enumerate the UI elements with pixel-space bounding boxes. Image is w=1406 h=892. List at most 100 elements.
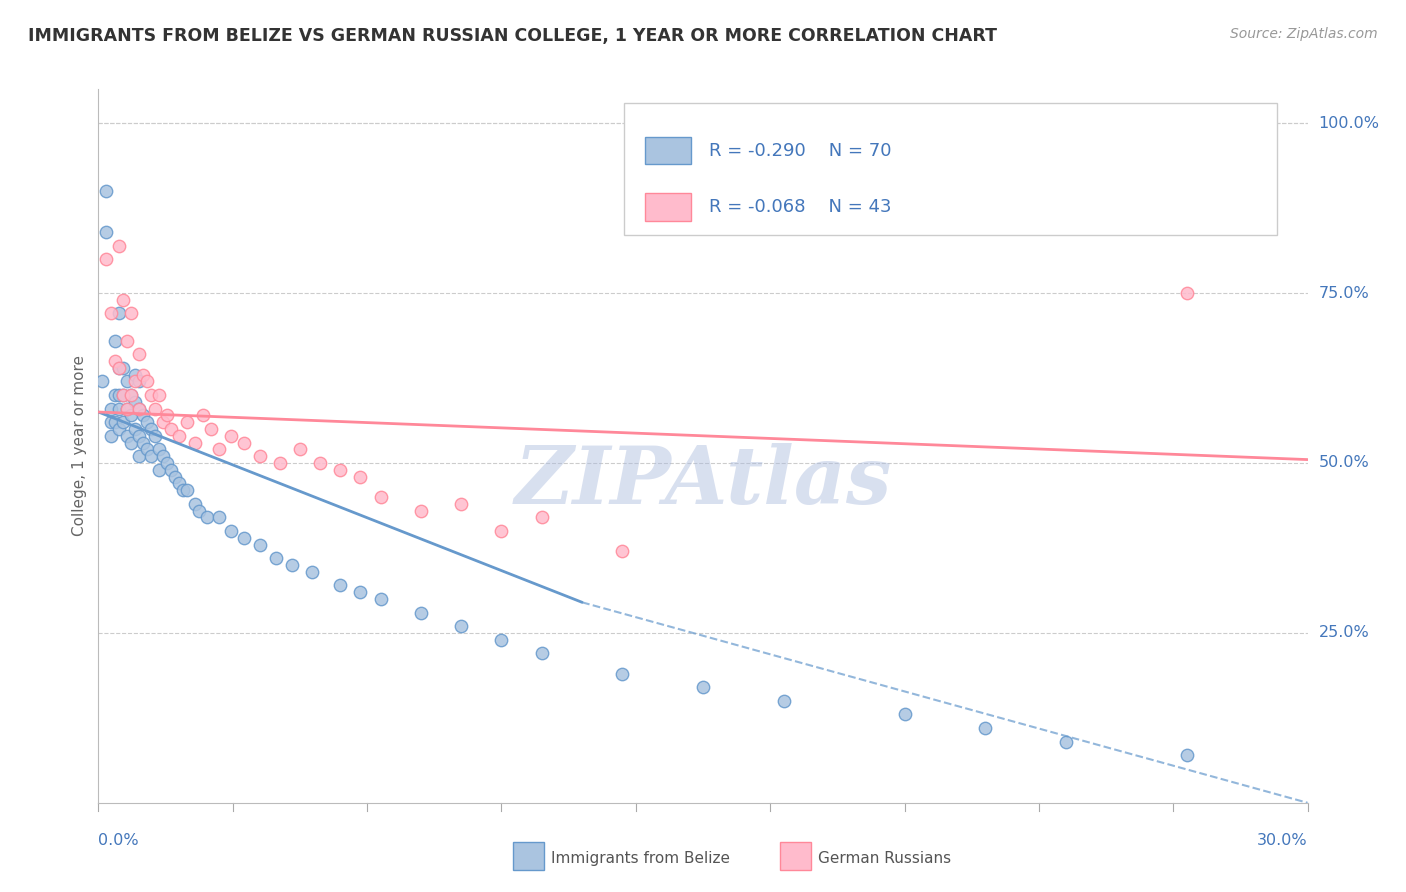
Point — [148, 388, 170, 402]
Point — [115, 429, 138, 443]
Point — [135, 442, 157, 457]
Point — [232, 435, 254, 450]
Point — [91, 375, 114, 389]
Point — [100, 401, 122, 416]
Text: 0.0%: 0.0% — [98, 833, 139, 848]
Point — [450, 619, 472, 633]
Text: ZIPAtlas: ZIPAtlas — [515, 443, 891, 520]
Point — [139, 422, 162, 436]
Y-axis label: College, 1 year or more: College, 1 year or more — [72, 356, 87, 536]
Text: IMMIGRANTS FROM BELIZE VS GERMAN RUSSIAN COLLEGE, 1 YEAR OR MORE CORRELATION CHA: IMMIGRANTS FROM BELIZE VS GERMAN RUSSIAN… — [28, 27, 997, 45]
Point — [208, 442, 231, 457]
Point — [349, 469, 371, 483]
Text: German Russians: German Russians — [818, 852, 952, 866]
Point — [301, 565, 323, 579]
Point — [115, 401, 138, 416]
Point — [111, 388, 134, 402]
Point — [111, 360, 134, 375]
Point — [370, 490, 392, 504]
Point — [115, 334, 138, 348]
Point — [612, 544, 634, 558]
Point — [148, 442, 170, 457]
Point — [184, 497, 207, 511]
Point — [128, 429, 150, 443]
Point — [530, 646, 553, 660]
FancyBboxPatch shape — [645, 137, 690, 164]
Point — [132, 409, 155, 423]
Point — [193, 409, 215, 423]
Point — [107, 388, 129, 402]
Point — [309, 456, 332, 470]
Point — [111, 415, 134, 429]
Text: 25.0%: 25.0% — [1319, 625, 1369, 640]
Point — [128, 401, 150, 416]
Point — [208, 510, 231, 524]
Point — [128, 449, 150, 463]
Point — [139, 449, 162, 463]
Point — [111, 293, 134, 307]
Point — [96, 225, 118, 239]
Point — [195, 510, 218, 524]
Point — [409, 503, 432, 517]
Point — [264, 551, 287, 566]
Point — [370, 591, 392, 606]
Point — [96, 252, 118, 266]
Point — [107, 360, 129, 375]
Point — [450, 497, 472, 511]
Point — [107, 360, 129, 375]
Point — [692, 680, 714, 694]
Point — [249, 537, 271, 551]
Point — [120, 306, 142, 320]
Text: 100.0%: 100.0% — [1319, 116, 1379, 131]
Point — [148, 463, 170, 477]
Point — [139, 388, 162, 402]
Point — [160, 463, 183, 477]
Point — [132, 435, 155, 450]
Point — [281, 558, 304, 572]
Point — [128, 401, 150, 416]
Point — [100, 429, 122, 443]
Point — [288, 442, 311, 457]
Text: 30.0%: 30.0% — [1257, 833, 1308, 848]
FancyBboxPatch shape — [645, 194, 690, 220]
Point — [349, 585, 371, 599]
Point — [143, 429, 166, 443]
Point — [128, 347, 150, 361]
Point — [269, 456, 291, 470]
FancyBboxPatch shape — [624, 103, 1278, 235]
Point — [221, 524, 243, 538]
Point — [128, 375, 150, 389]
Point — [120, 388, 142, 402]
Point — [329, 578, 352, 592]
Point — [329, 463, 352, 477]
Text: R = -0.290    N = 70: R = -0.290 N = 70 — [709, 142, 891, 160]
Point — [115, 375, 138, 389]
Point — [103, 415, 125, 429]
Point — [221, 429, 243, 443]
Point — [893, 707, 915, 722]
Point — [1175, 748, 1198, 763]
Point — [530, 510, 553, 524]
Point — [103, 354, 125, 368]
Point — [124, 422, 146, 436]
Point — [135, 415, 157, 429]
Point — [176, 415, 198, 429]
Text: Source: ZipAtlas.com: Source: ZipAtlas.com — [1230, 27, 1378, 41]
Point — [491, 524, 513, 538]
Point — [152, 449, 174, 463]
Point — [132, 368, 155, 382]
Point — [115, 401, 138, 416]
Point — [120, 435, 142, 450]
Point — [107, 306, 129, 320]
Point — [184, 435, 207, 450]
Point — [107, 238, 129, 252]
Point — [156, 409, 179, 423]
Point — [111, 388, 134, 402]
Point — [249, 449, 271, 463]
Point — [167, 429, 190, 443]
Point — [172, 483, 194, 498]
Point — [103, 388, 125, 402]
Text: 50.0%: 50.0% — [1319, 456, 1369, 470]
Point — [163, 469, 186, 483]
Point — [188, 503, 211, 517]
